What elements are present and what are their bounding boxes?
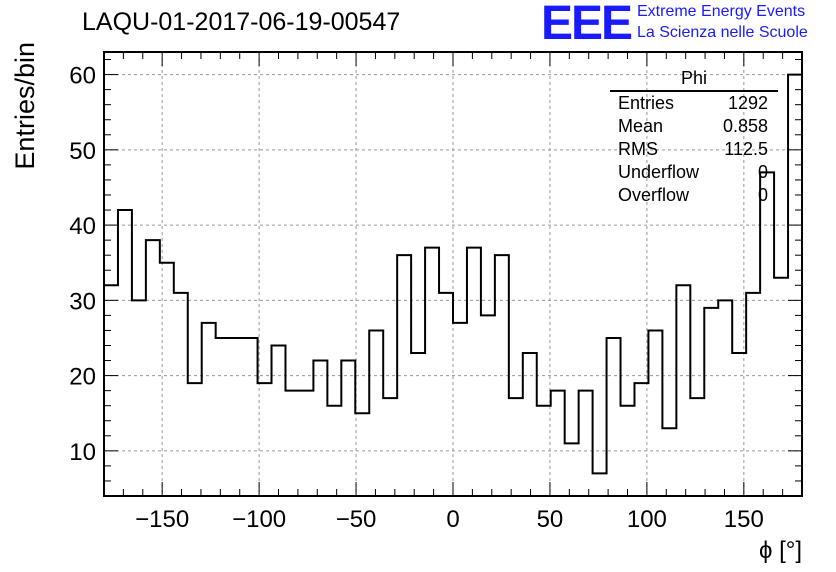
histogram-bin: [160, 263, 174, 496]
histogram-bin: [634, 383, 648, 496]
histogram-bin: [439, 293, 453, 496]
histogram-line: [104, 73, 802, 475]
histogram-bin: [132, 300, 146, 496]
histogram-bin: [481, 315, 495, 496]
histogram-bin: [690, 398, 704, 496]
histogram-bin: [369, 330, 383, 496]
y-tick-label: 30: [69, 288, 96, 315]
histogram-bin: [272, 345, 286, 496]
histogram-bin: [718, 300, 732, 496]
stat-label: Overflow: [618, 185, 690, 205]
stat-row-entries: Entries 1292: [618, 93, 768, 115]
histogram-bin: [397, 255, 411, 496]
histogram-bin: [453, 323, 467, 496]
histogram-bin: [411, 353, 425, 496]
stat-row-underflow: Underflow 0: [618, 162, 768, 184]
stat-value: 0: [757, 185, 768, 205]
y-tick-label: 20: [69, 364, 96, 391]
eee-logo: EEE: [541, 0, 633, 50]
histogram-bin: [313, 361, 327, 496]
stat-label: RMS: [618, 139, 658, 159]
y-axis-label: Entries/bin: [10, 42, 40, 170]
histogram-bin: [579, 391, 593, 496]
histogram-bin: [648, 330, 662, 496]
histogram-bin: [551, 391, 565, 496]
histogram-bin: [258, 383, 272, 496]
x-tick-label: −50: [336, 506, 377, 533]
histogram-bin: [537, 406, 551, 496]
stat-label: Entries: [618, 93, 675, 113]
histogram-bin: [355, 413, 369, 496]
histogram-bin: [621, 406, 635, 496]
histogram-bin: [341, 361, 355, 496]
logo-line-1: Extreme Energy Events: [637, 3, 806, 20]
histogram-bin: [467, 248, 481, 496]
histogram-bin: [104, 285, 118, 496]
histogram-bin: [188, 383, 202, 496]
y-tick-label: 40: [69, 213, 96, 240]
histogram-bin: [146, 240, 160, 496]
histogram-bin: [676, 285, 690, 496]
histogram-bin: [383, 398, 397, 496]
histogram-bin: [285, 391, 299, 496]
x-tick-label: −100: [232, 506, 286, 533]
histogram-bin: [327, 406, 341, 496]
histogram-bin: [230, 338, 244, 496]
logo-line-2: La Scienza nelle Scuole: [637, 24, 808, 41]
histogram-bin: [523, 353, 537, 496]
y-tick-label: 50: [69, 138, 96, 165]
x-tick-label: 100: [627, 506, 667, 533]
stat-value: 112.5: [724, 139, 768, 159]
x-tick-label: 50: [537, 506, 564, 533]
y-tick-label: 60: [69, 63, 96, 90]
histogram-bin: [174, 293, 188, 496]
stats-title: Phi: [680, 68, 707, 88]
run-title: LAQU-01-2017-06-19-00547: [82, 8, 401, 36]
stat-row-mean: Mean 0.858: [618, 116, 768, 138]
stat-row-overflow: Overflow 0: [618, 185, 768, 207]
histogram-bin: [509, 398, 523, 496]
histogram-bin: [607, 338, 621, 496]
histogram-bin: [565, 443, 579, 496]
histogram-bin: [495, 255, 509, 496]
histogram-bin: [216, 338, 230, 496]
y-tick-label: 10: [69, 439, 96, 466]
histogram-bin: [593, 473, 607, 496]
axis-ticks: [103, 52, 803, 497]
x-tick-labels: −150 −100 −50 0 50 100 150: [135, 506, 764, 533]
stat-label: Underflow: [618, 162, 700, 182]
histogram-bin: [118, 210, 132, 496]
stats-divider: [610, 90, 778, 92]
histogram-bin: [732, 353, 746, 496]
histogram-bin: [788, 75, 802, 496]
histogram-bin: [704, 308, 718, 496]
stat-row-rms: RMS 112.5: [618, 139, 768, 161]
histogram-bin: [662, 428, 676, 496]
x-tick-label: 0: [446, 506, 459, 533]
stat-value: 0.858: [722, 116, 768, 136]
x-tick-label: −150: [135, 506, 189, 533]
histogram-bin: [299, 391, 313, 496]
histogram-bin: [425, 248, 439, 496]
histogram-bin: [202, 323, 216, 496]
histogram-bin: [774, 278, 788, 496]
x-tick-label: 150: [724, 506, 764, 533]
histogram-bin: [760, 172, 774, 496]
stat-value: 0: [757, 162, 768, 182]
histogram-bin: [746, 293, 760, 496]
stat-label: Mean: [618, 116, 664, 136]
y-tick-labels: 10 20 30 40 50 60: [69, 63, 96, 466]
stat-value: 1292: [727, 93, 768, 113]
histogram-bin: [244, 338, 258, 496]
x-axis-label: ϕ [°]: [759, 537, 802, 564]
